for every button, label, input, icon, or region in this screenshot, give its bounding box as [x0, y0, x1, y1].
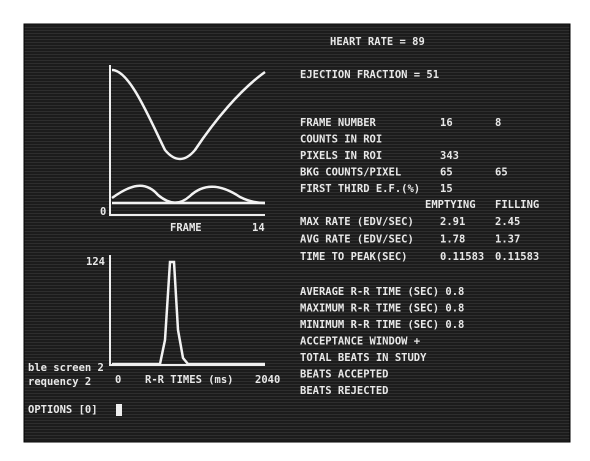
heart-rate: HEART RATE = 89 — [330, 36, 425, 48]
x-max: 14 — [252, 222, 265, 234]
x-min: 0 — [115, 374, 121, 386]
stat-value: 2.45 — [495, 216, 520, 228]
crt-screen — [24, 24, 570, 442]
side-option: ble screen 2 — [28, 362, 104, 374]
stat-value: 65 — [495, 167, 508, 179]
rr-line: ACCEPTANCE WINDOW + — [300, 336, 420, 348]
x-label: FRAME — [170, 222, 202, 234]
stat-label: AVG RATE (EDV/SEC) — [300, 234, 414, 246]
stat-value: 343 — [440, 150, 459, 162]
stat-label: COUNTS IN ROI — [300, 134, 382, 146]
ejection-fraction: EJECTION FRACTION = 51 — [300, 69, 439, 81]
stat-value: 1.78 — [440, 234, 465, 246]
y-min: 0 — [100, 206, 106, 218]
stat-value: 16 — [440, 117, 453, 129]
stat-label: FRAME NUMBER — [300, 117, 377, 129]
side-option: OPTIONS [0] — [28, 404, 98, 416]
column-header: FILLING — [495, 199, 539, 211]
stat-label: TIME TO PEAK(SEC) — [300, 251, 407, 263]
stat-value: 0.11583 — [495, 251, 539, 263]
y-max: 124 — [86, 256, 105, 268]
rr-line: BEATS ACCEPTED — [300, 369, 389, 381]
stat-value: 0.11583 — [440, 251, 484, 263]
rr-line: AVERAGE R-R TIME (SEC) 0.8 — [300, 286, 464, 298]
column-header: EMPTYING — [425, 199, 476, 211]
stat-label: BKG COUNTS/PIXEL — [300, 167, 401, 179]
rr-line: TOTAL BEATS IN STUDY — [300, 352, 427, 364]
stat-label: PIXELS IN ROI — [300, 150, 382, 162]
side-option: requency 2 — [28, 376, 91, 388]
x-max: 2040 — [255, 374, 280, 386]
stat-value: 2.91 — [440, 216, 465, 228]
stat-value: 1.37 — [495, 234, 520, 246]
stat-value: 8 — [495, 117, 501, 129]
x-label: R-R TIMES (ms) — [145, 374, 234, 386]
rr-line: MAXIMUM R-R TIME (SEC) 0.8 — [300, 303, 464, 315]
rr-line: BEATS REJECTED — [300, 385, 389, 397]
rr-line: MINIMUM R-R TIME (SEC) 0.8 — [300, 319, 464, 331]
stat-value: 65 — [440, 167, 453, 179]
stat-value: 15 — [440, 183, 453, 195]
screen-photo: HEART RATE = 89 EJECTION FRACTION = 51 0… — [0, 0, 590, 461]
cursor — [116, 404, 122, 416]
stat-label: MAX RATE (EDV/SEC) — [300, 216, 414, 228]
stat-label: FIRST THIRD E.F.(%) — [300, 183, 420, 195]
